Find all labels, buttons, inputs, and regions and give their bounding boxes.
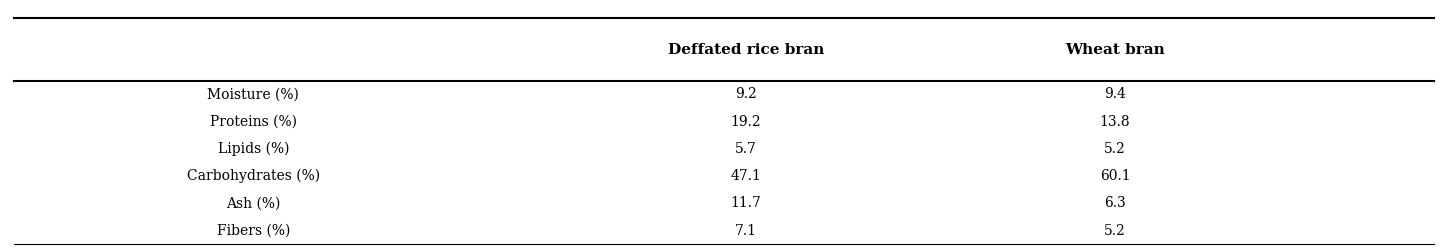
- Text: 7.1: 7.1: [734, 224, 757, 238]
- Text: 47.1: 47.1: [730, 169, 762, 183]
- Text: Fibers (%): Fibers (%): [217, 224, 290, 238]
- Text: Proteins (%): Proteins (%): [210, 115, 297, 129]
- Text: 9.2: 9.2: [734, 87, 757, 101]
- Text: 11.7: 11.7: [730, 197, 762, 210]
- Text: 13.8: 13.8: [1099, 115, 1131, 129]
- Text: Deffated rice bran: Deffated rice bran: [668, 43, 824, 57]
- Text: 9.4: 9.4: [1103, 87, 1127, 101]
- Text: 5.2: 5.2: [1103, 142, 1127, 156]
- Text: 5.2: 5.2: [1103, 224, 1127, 238]
- Text: Carbohydrates (%): Carbohydrates (%): [187, 169, 320, 183]
- Text: Lipids (%): Lipids (%): [217, 142, 290, 156]
- Text: 6.3: 6.3: [1103, 197, 1127, 210]
- Text: Wheat bran: Wheat bran: [1066, 43, 1164, 57]
- Text: 19.2: 19.2: [730, 115, 762, 129]
- Text: Moisture (%): Moisture (%): [207, 87, 300, 101]
- Text: Ash (%): Ash (%): [226, 197, 281, 210]
- Text: 60.1: 60.1: [1099, 169, 1131, 183]
- Text: 5.7: 5.7: [734, 142, 757, 156]
